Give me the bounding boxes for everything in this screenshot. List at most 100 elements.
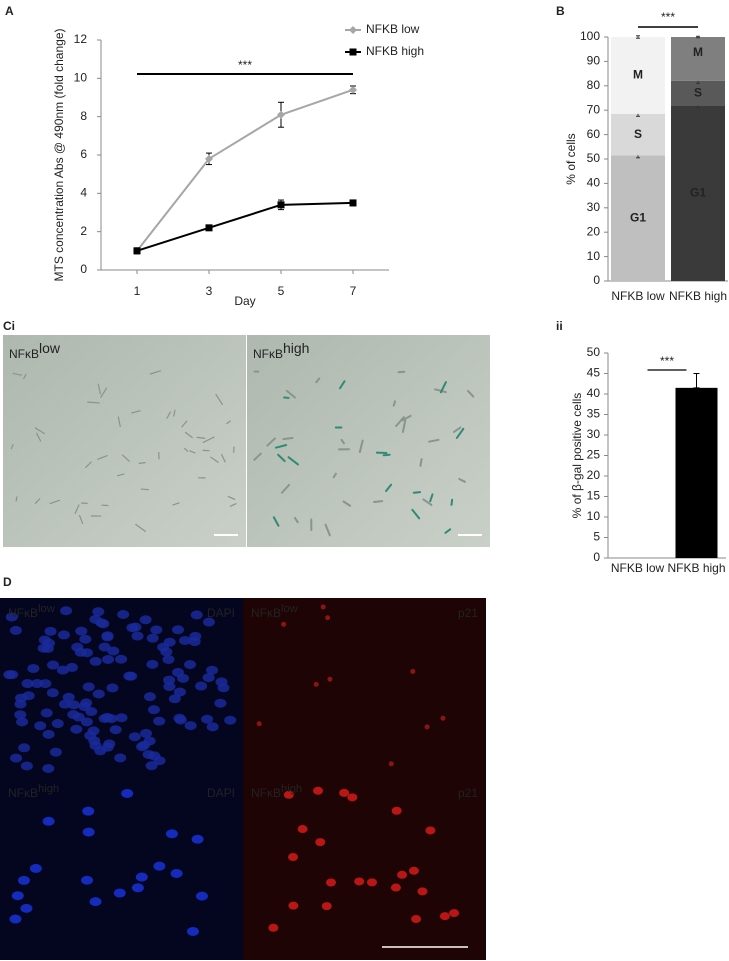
x-tick-label: NFKB low [611,561,665,575]
nucleus [339,788,350,797]
label-sup: low [281,603,299,615]
label-text: NFκB [251,786,281,800]
nucleus [40,708,53,718]
nucleus [92,607,105,617]
nucleus [391,806,402,815]
image-label: NFκBhigh [253,340,309,361]
y-tick-label: 20 [587,468,601,482]
nucleus [29,863,42,873]
nucleus [80,698,93,708]
cell [49,499,61,505]
cell [385,483,393,492]
y-tick-label: 6 [80,147,87,161]
nucleus [103,739,116,749]
nucleus [186,926,199,936]
nucleus [135,872,148,882]
cell [97,455,108,460]
nucleus [81,648,94,658]
nucleus [281,621,287,627]
cell [411,508,421,520]
panel-label: D [3,575,12,589]
y-tick-label: 90 [587,54,601,68]
nucleus [5,612,18,622]
nucleus [17,875,30,885]
panel-label: B [556,4,565,18]
y-tick-label: 10 [74,71,88,85]
nucleus [425,826,436,835]
cell [85,461,92,469]
cell [184,431,193,439]
nucleus [449,909,460,918]
nucleus [82,682,95,692]
nucleus [39,679,52,689]
nucleus [157,642,170,652]
nucleus [34,721,47,731]
cell [382,453,391,457]
cell [452,426,462,433]
cell [340,438,345,445]
nucleus [42,638,55,648]
y-tick-label: 70 [587,102,601,116]
y-tick-label: 4 [80,186,87,200]
cell [166,411,171,419]
series-line [136,201,354,252]
cell [280,483,291,494]
panel-label: A [5,4,14,18]
nucleus [173,687,186,697]
label-text: NFκB [9,347,39,361]
nucleus [256,721,262,727]
nucleus [326,878,337,887]
cell [138,462,146,464]
y-tick-label: 50 [587,151,601,165]
nucleus [98,642,111,652]
y-tick-label: 80 [587,78,601,92]
nucleus [168,694,181,704]
cell [392,400,397,407]
label-text: NFκB [8,606,38,620]
nucleus [147,705,160,715]
nucleus [89,897,102,907]
nucleus [170,868,183,878]
cell [74,504,80,514]
nucleus [297,825,308,834]
stain-label: p21 [458,786,478,800]
nucleus [195,891,208,901]
cell [34,498,41,504]
nucleus [184,660,197,670]
nucleus [51,719,64,729]
cell [172,502,180,506]
nucleus [283,790,294,799]
nucleus [191,834,204,844]
panel-label: ii [556,319,563,333]
y-tick-label: 20 [587,224,601,238]
nucleus [65,662,78,672]
micrograph [243,778,486,960]
cell [332,472,337,479]
nucleus [114,753,127,763]
nucleus [145,761,158,771]
nucleus [143,692,156,702]
y-tick-label: 40 [587,386,601,400]
cell [181,420,188,428]
nucleus [201,714,214,724]
nucleus [125,671,138,681]
nucleus [146,633,159,643]
cell [324,523,331,537]
cell [215,393,223,406]
nucleus [57,630,70,640]
nucleus [117,609,130,619]
legend-label: NFKB low [366,22,420,36]
nucleus [18,743,31,753]
y-tick-label: 10 [587,509,601,523]
nucleus [321,902,332,911]
segment-label: G1 [690,185,706,199]
cell [36,432,42,442]
stain-label: DAPI [207,786,235,800]
cell [277,453,286,463]
y-tick-label: 12 [74,32,88,46]
y-tick-label: 50 [587,345,601,359]
nucleus [98,714,111,724]
cell [285,389,296,399]
nucleus [115,654,128,664]
nucleus [288,901,299,910]
